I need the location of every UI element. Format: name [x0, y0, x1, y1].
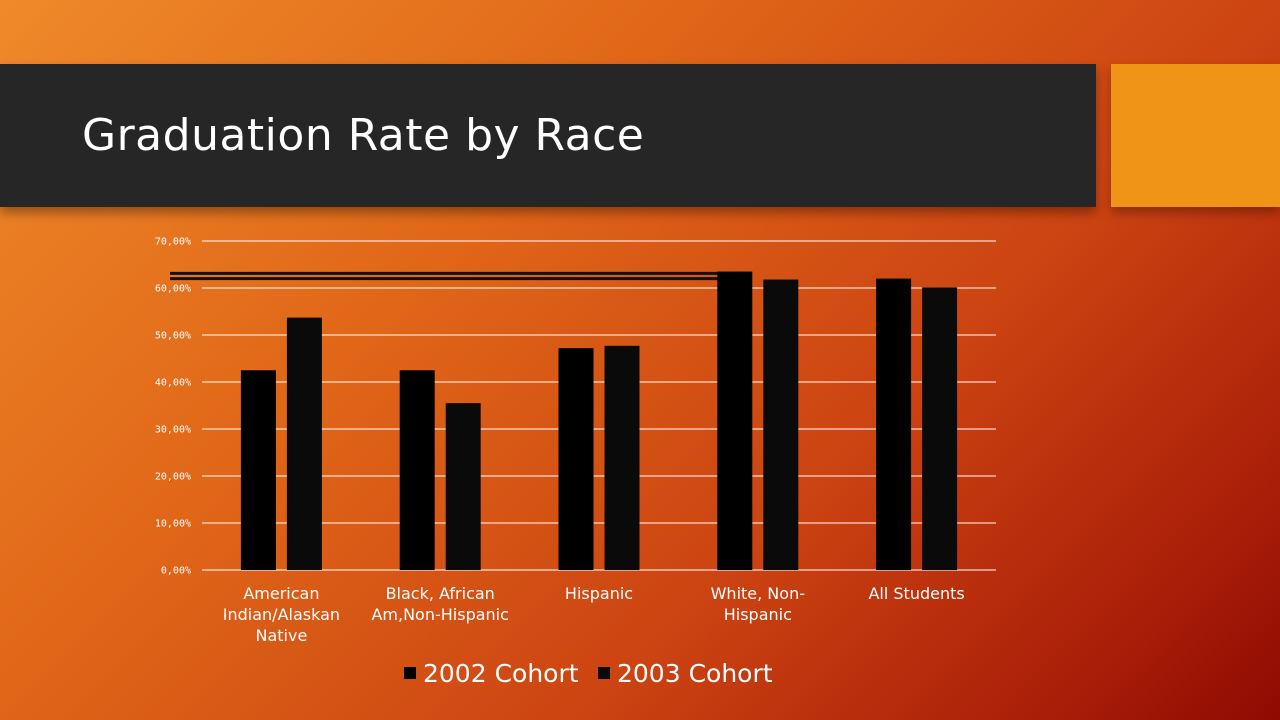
y-tick-label: 70,00% — [155, 237, 191, 248]
x-tick-label: Hispanic — [565, 584, 633, 603]
accent-box — [1111, 64, 1280, 207]
x-tick-label: White, Non- — [711, 584, 805, 603]
bar-2002 — [399, 370, 435, 570]
y-tick-label: 10,00% — [155, 519, 191, 530]
x-tick-label: Hispanic — [724, 605, 792, 624]
bar-2002 — [558, 348, 594, 570]
bar-2002 — [876, 278, 912, 570]
y-tick-label: 50,00% — [155, 331, 191, 342]
bar-2002 — [240, 370, 276, 570]
y-tick-label: 0,00% — [161, 566, 191, 577]
x-tick-label: Native — [255, 626, 307, 645]
x-tick-label: American — [243, 584, 319, 603]
bar-2003 — [922, 287, 958, 570]
bar-2002 — [717, 271, 753, 570]
x-tick-label: All Students — [868, 584, 964, 603]
legend-label: 2003 Cohort — [617, 659, 773, 688]
y-tick-label: 40,00% — [155, 378, 191, 389]
legend-swatch — [598, 667, 610, 679]
x-tick-label: Black, African — [386, 584, 495, 603]
x-tick-label: Indian/Alaskan — [223, 605, 340, 624]
bar-2003 — [604, 345, 640, 570]
title-bar: Graduation Rate by Race — [0, 64, 1096, 207]
y-tick-label: 30,00% — [155, 425, 191, 436]
y-tick-label: 60,00% — [155, 284, 191, 295]
bar-2003 — [286, 317, 322, 570]
bar-2003 — [763, 279, 799, 570]
legend-swatch — [404, 667, 416, 679]
y-tick-label: 20,00% — [155, 472, 191, 483]
bar-2003 — [445, 403, 481, 570]
page-title: Graduation Rate by Race — [82, 110, 645, 161]
legend-label: 2002 Cohort — [423, 659, 579, 688]
x-tick-label: Am,Non-Hispanic — [371, 605, 508, 624]
